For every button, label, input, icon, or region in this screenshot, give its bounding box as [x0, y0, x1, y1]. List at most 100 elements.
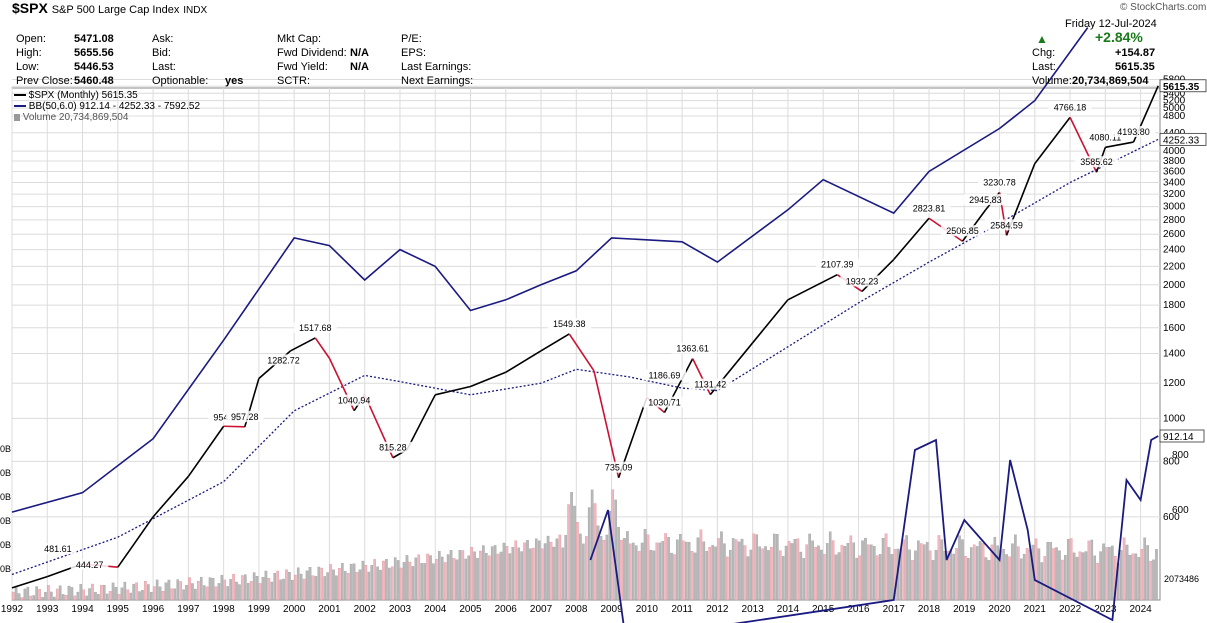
- volume-bar: [540, 548, 544, 601]
- volume-bar: [179, 581, 182, 601]
- x-tick-label: 2022: [1059, 604, 1082, 615]
- volume-bar: [58, 585, 62, 601]
- low-label: Low:: [16, 61, 40, 73]
- volume-bar: [149, 591, 153, 601]
- volume-bar: [749, 549, 753, 601]
- x-tick-label: 2021: [1024, 604, 1047, 615]
- volume-bar: [825, 543, 829, 601]
- volume-bar: [637, 551, 641, 601]
- volume-bar: [102, 585, 106, 601]
- price-annotation: 4766.18: [1048, 101, 1092, 113]
- x-tick-label: 2005: [459, 604, 482, 615]
- price-annotation: 2506.85: [940, 225, 985, 237]
- volume-bar: [482, 545, 485, 601]
- volume-bar: [244, 574, 247, 601]
- volume-bar: [55, 588, 59, 601]
- volume-bar: [958, 535, 961, 601]
- volume-bar: [561, 547, 565, 601]
- volume-bar: [834, 554, 838, 601]
- volume-bar: [1099, 551, 1102, 601]
- fwd-dividend-value: N/A: [350, 47, 369, 59]
- volume-bar: [26, 586, 30, 601]
- volume-bar: [914, 550, 917, 601]
- annotation-label: 1932.23: [846, 276, 879, 286]
- volume-bar: [141, 590, 144, 601]
- y-tick-label: 2200: [1163, 261, 1186, 272]
- volume-bar: [238, 584, 241, 601]
- volume-bar: [185, 584, 188, 601]
- volume-bar: [232, 573, 235, 601]
- volume-bar: [170, 588, 174, 601]
- volume-bar: [796, 538, 800, 601]
- volume-bar: [699, 529, 703, 601]
- price-annotation: 1186.69: [642, 369, 687, 381]
- volume-bar: [279, 579, 282, 601]
- annotation-label: 815.28: [379, 443, 407, 453]
- volume-bar: [17, 593, 21, 601]
- price-annotation: 1030.71: [642, 396, 687, 408]
- price-segment: [406, 394, 436, 451]
- volume-bar: [176, 579, 180, 601]
- volume-bar: [111, 582, 115, 601]
- volume-bar: [335, 575, 338, 601]
- volume-bar: [1093, 555, 1097, 601]
- volume-bar: [129, 592, 133, 601]
- volume-bar: [1069, 538, 1073, 601]
- price-segment: [1034, 116, 1071, 165]
- volume-bar: [975, 546, 979, 601]
- x-tick-label: 2019: [953, 604, 976, 615]
- volume-bar: [687, 541, 691, 601]
- annotation-bg: [332, 394, 376, 406]
- volume-bar: [358, 569, 362, 601]
- volume-bar: [734, 539, 738, 601]
- volume-bar: [911, 560, 914, 601]
- x-tick-label: 2015: [812, 604, 835, 615]
- volume-bar: [1087, 540, 1091, 601]
- price-annotation: 1363.61: [671, 342, 715, 354]
- fwd-dividend-label: Fwd Dividend:: [277, 47, 347, 59]
- volume-bar: [217, 583, 221, 601]
- x-tick-label: 2024: [1129, 604, 1152, 615]
- volume-bar: [152, 586, 156, 601]
- volume-bar: [511, 547, 515, 601]
- price-segment: [152, 475, 189, 518]
- volume-bar: [100, 585, 103, 601]
- y-tick-label: 800: [1163, 456, 1180, 467]
- annotation-label: 1131.42: [694, 380, 726, 390]
- x-tick-label: 2008: [565, 604, 588, 615]
- volume-bar: [1022, 553, 1026, 601]
- volume-bar: [255, 576, 259, 601]
- volume-bar: [978, 541, 982, 601]
- annotation-label: 2506.85: [946, 226, 979, 236]
- volume-bar: [1052, 548, 1055, 601]
- volume-bar: [455, 559, 459, 601]
- volume-bar: [634, 545, 638, 601]
- x-tick-label: 2009: [600, 604, 623, 615]
- volume-bar: [435, 558, 438, 601]
- price-annotation: 4193.80: [1111, 126, 1156, 138]
- volume-bar: [808, 533, 811, 601]
- volume-axis-label: 0B: [0, 516, 11, 526]
- volume-bar: [211, 577, 215, 601]
- volume-bar: [385, 559, 388, 601]
- price-annotation: 3230.78: [977, 176, 1022, 188]
- volume-bar: [922, 544, 926, 601]
- annotation-label: 2945.83: [969, 195, 1002, 205]
- volume-bar: [1078, 551, 1082, 601]
- volume-bar: [426, 553, 429, 601]
- volume-bar: [396, 560, 400, 601]
- volume-bar: [1128, 554, 1132, 601]
- x-tick-label: 1994: [71, 604, 94, 615]
- volume-bar: [549, 541, 553, 601]
- volume-bar: [764, 546, 767, 601]
- volume-bar: [205, 586, 209, 601]
- right-value-box: [1159, 79, 1207, 93]
- fwd-yield-label: Fwd Yield:: [277, 61, 328, 73]
- volume-bar: [708, 546, 712, 601]
- volume-bar: [405, 555, 409, 601]
- price-annotation: 1282.72: [261, 354, 306, 366]
- price-annotation: 815.28: [374, 441, 412, 453]
- x-tick-label: 2004: [424, 604, 447, 615]
- y-tick-label: 3000: [1163, 202, 1186, 213]
- bandwidth-line: [589, 435, 1159, 623]
